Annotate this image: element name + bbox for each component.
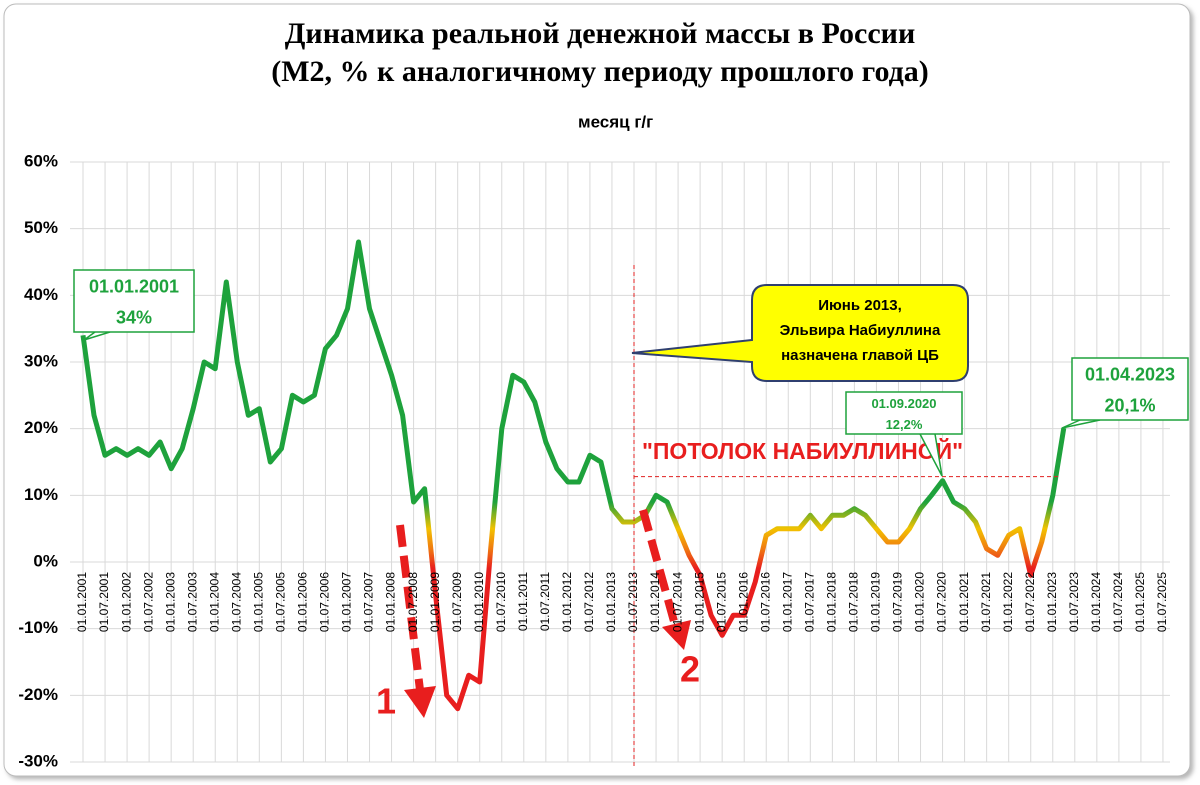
x-tick-label: 01.07.2022	[1023, 572, 1037, 632]
x-tick-label: 01.01.2023	[1045, 572, 1059, 632]
x-tick-label: 01.01.2001	[75, 572, 89, 632]
peak-callout-text: 01.09.2020	[871, 396, 936, 411]
x-tick-label: 01.01.2024	[1089, 572, 1103, 632]
x-tick-label: 01.07.2015	[714, 572, 728, 632]
chart-title: (М2, % к аналогичному периоду прошлого г…	[271, 55, 929, 88]
note-text: Эльвира Набиуллина	[780, 322, 941, 339]
x-tick-label: 01.01.2011	[516, 572, 530, 631]
x-tick-label: 01.01.2010	[472, 572, 486, 632]
x-tick-label: 01.07.2024	[1111, 572, 1125, 632]
y-tick-label: 20%	[24, 418, 58, 437]
x-tick-label: 01.01.2018	[825, 572, 839, 632]
x-tick-label: 01.07.2007	[362, 572, 376, 632]
x-tick-label: 01.01.2007	[340, 572, 354, 632]
x-tick-label: 01.07.2008	[406, 572, 420, 632]
drop-label: 1	[376, 681, 396, 722]
start-callout-text: 34%	[116, 307, 152, 327]
x-tick-label: 01.07.2012	[582, 572, 596, 632]
x-tick-label: 01.07.2010	[494, 572, 508, 632]
start-callout-pointer	[83, 331, 111, 341]
x-tick-label: 01.07.2004	[229, 572, 243, 632]
x-tick-label: 01.01.2005	[251, 572, 265, 632]
peak-callout-text: 12,2%	[886, 417, 923, 432]
y-tick-label: 40%	[24, 285, 58, 304]
end-callout-text: 01.04.2023	[1085, 364, 1175, 384]
x-tick-label: 01.07.2002	[141, 572, 155, 632]
x-tick-label: 01.07.2011	[538, 572, 552, 631]
frame	[3, 3, 1191, 777]
drop-label: 2	[680, 649, 700, 690]
x-tick-label: 01.01.2012	[560, 572, 574, 632]
x-tick-label: 01.01.2013	[604, 572, 618, 632]
legend-label: месяц г/г	[578, 112, 653, 131]
end-callout-pointer	[1061, 419, 1101, 429]
y-tick-label: 50%	[24, 218, 58, 237]
x-tick-label: 01.07.2013	[626, 572, 640, 632]
x-tick-label: 01.07.2006	[318, 572, 332, 632]
note-box	[631, 284, 969, 382]
x-tick-label: 01.07.2016	[758, 572, 772, 632]
chart-title: Динамика реальной денежной массы в Росси…	[285, 17, 915, 50]
data-line	[80, 239, 1067, 712]
start-callout-text: 01.01.2001	[89, 276, 179, 296]
x-tick-label: 01.07.2003	[185, 572, 199, 632]
y-tick-label: -10%	[18, 618, 58, 637]
x-tick-label: 01.07.2021	[979, 572, 993, 632]
end-callout-box	[1071, 357, 1189, 421]
x-tick-label: 01.07.2023	[1067, 572, 1081, 632]
x-tick-label: 01.01.2009	[428, 572, 442, 632]
arrow-1-head	[404, 686, 436, 718]
y-tick-label: 30%	[24, 351, 58, 370]
peak-callout-box	[845, 391, 963, 435]
y-tick-label: 0%	[33, 551, 58, 570]
x-tick-label: 01.07.2020	[935, 572, 949, 632]
end-callout-text: 20,1%	[1104, 395, 1155, 415]
arrow-2-head	[662, 620, 691, 650]
x-tick-label: 01.01.2014	[648, 572, 662, 632]
note-text: назначена главой ЦБ	[781, 347, 939, 364]
x-tick-label: 01.07.2009	[450, 572, 464, 632]
x-tick-label: 01.07.2025	[1155, 572, 1169, 632]
y-tick-label: 10%	[24, 485, 58, 504]
x-tick-label: 01.01.2003	[163, 572, 177, 632]
ceiling-label: "ПОТОЛОК НАБИУЛЛИНОЙ"	[642, 437, 963, 464]
x-tick-label: 01.07.2019	[891, 572, 905, 632]
x-tick-label: 01.01.2022	[1001, 572, 1015, 632]
x-tick-label: 01.01.2017	[780, 572, 794, 632]
x-tick-label: 01.07.2005	[274, 572, 288, 632]
x-tick-label: 01.01.2016	[736, 572, 750, 632]
x-tick-label: 01.01.2008	[384, 572, 398, 632]
x-tick-label: 01.07.2014	[670, 572, 684, 632]
x-tick-label: 01.07.2001	[97, 572, 111, 632]
arrow-2	[639, 508, 679, 627]
x-tick-label: 01.01.2006	[296, 572, 310, 632]
y-tick-label: -30%	[18, 751, 58, 770]
arrow-1	[396, 524, 424, 691]
x-tick-label: 01.01.2004	[207, 572, 221, 632]
x-tick-label: 01.01.2019	[869, 572, 883, 632]
peak-callout-pointer	[919, 433, 943, 477]
x-tick-label: 01.01.2025	[1133, 572, 1147, 632]
y-tick-label: -20%	[18, 685, 58, 704]
x-tick-label: 01.07.2017	[802, 572, 816, 632]
x-tick-label: 01.07.2018	[847, 572, 861, 632]
start-callout-box	[73, 269, 195, 333]
y-tick-label: 60%	[24, 151, 58, 170]
note-text: Июнь 2013,	[818, 297, 902, 314]
x-tick-label: 01.01.2015	[692, 572, 706, 632]
x-tick-label: 01.01.2020	[913, 572, 927, 632]
x-tick-label: 01.01.2002	[119, 572, 133, 632]
x-tick-label: 01.01.2021	[957, 572, 971, 632]
